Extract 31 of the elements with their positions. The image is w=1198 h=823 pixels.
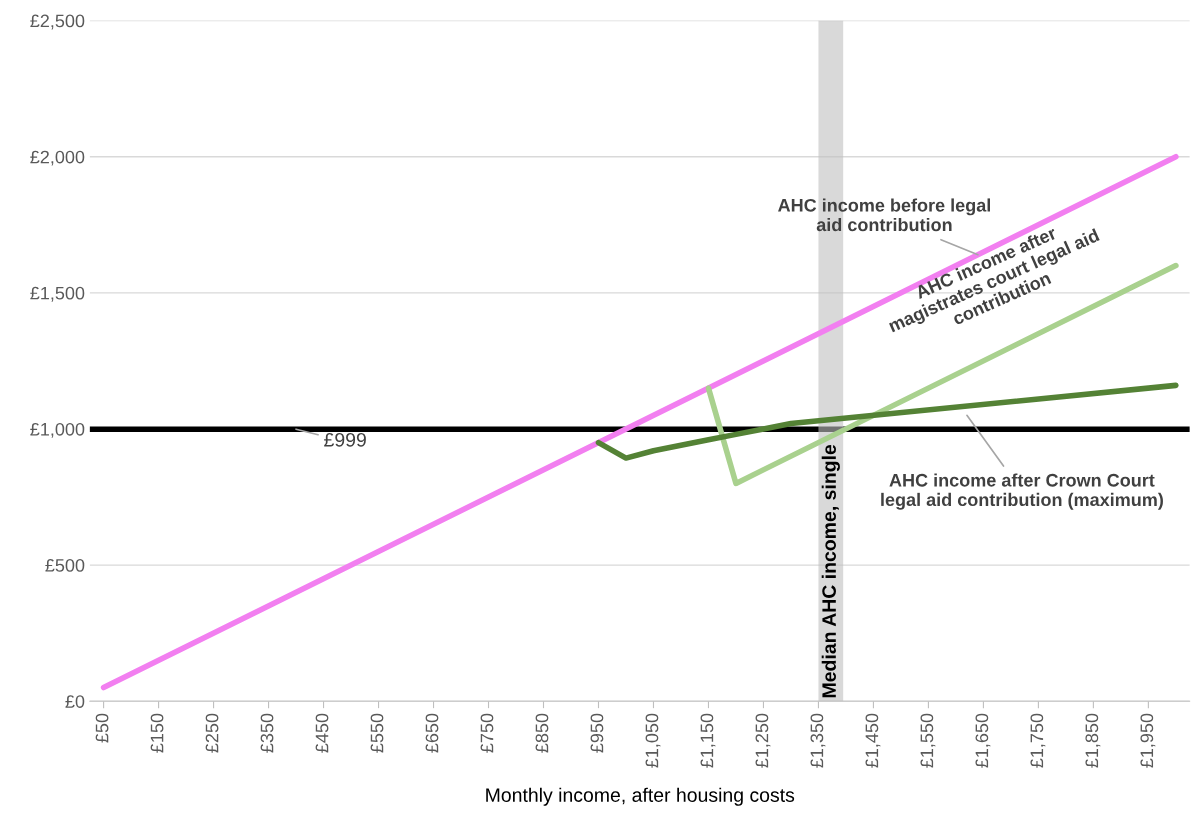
x-tick-label: £750 bbox=[480, 713, 494, 753]
x-tick-label: £450 bbox=[315, 713, 329, 753]
x-tick-label: £1,250 bbox=[755, 713, 771, 768]
y-tick-label: £2,000 bbox=[30, 150, 85, 166]
x-tick-label: £550 bbox=[370, 713, 384, 753]
x-tick-label: £1,650 bbox=[975, 713, 991, 768]
y-tick-label: £0 bbox=[65, 695, 85, 708]
x-tick-label: £350 bbox=[260, 713, 274, 753]
x-tick-label: £1,550 bbox=[920, 713, 936, 768]
x-tick-label: £1,050 bbox=[645, 713, 661, 768]
x-tick-label: £1,350 bbox=[810, 713, 826, 768]
y-tick-label: £1,500 bbox=[30, 286, 85, 302]
text: AHC income after Crown Court legal aid contribution (maximum) bbox=[881, 473, 1163, 510]
y-tick-label: £1,000 bbox=[30, 422, 85, 438]
x-tick-label: £1,750 bbox=[1030, 713, 1046, 768]
x-tick-label: £250 bbox=[205, 713, 219, 753]
x-tick-label: £650 bbox=[425, 713, 439, 753]
x-tick-label: £50 bbox=[95, 713, 109, 743]
ref-line-label: £999 bbox=[324, 432, 366, 447]
x-tick-label: £1,150 bbox=[700, 713, 716, 768]
y-tick-label: £500 bbox=[45, 559, 85, 572]
band-label: Median AHC income, single bbox=[821, 444, 840, 698]
x-tick-label: £1,850 bbox=[1085, 713, 1101, 768]
x-tick-label: £850 bbox=[535, 713, 549, 753]
x-tick-label: £1,950 bbox=[1140, 713, 1156, 768]
x-tick-label: £1,450 bbox=[865, 713, 881, 768]
y-tick-label: £2,500 bbox=[30, 14, 85, 30]
x-tick-label: £950 bbox=[590, 713, 604, 753]
series-label: AHC income before legal aid contribution bbox=[778, 198, 991, 232]
x-tick-label: £150 bbox=[150, 713, 164, 753]
x-axis-title: Monthly income, after housing costs bbox=[486, 787, 795, 806]
